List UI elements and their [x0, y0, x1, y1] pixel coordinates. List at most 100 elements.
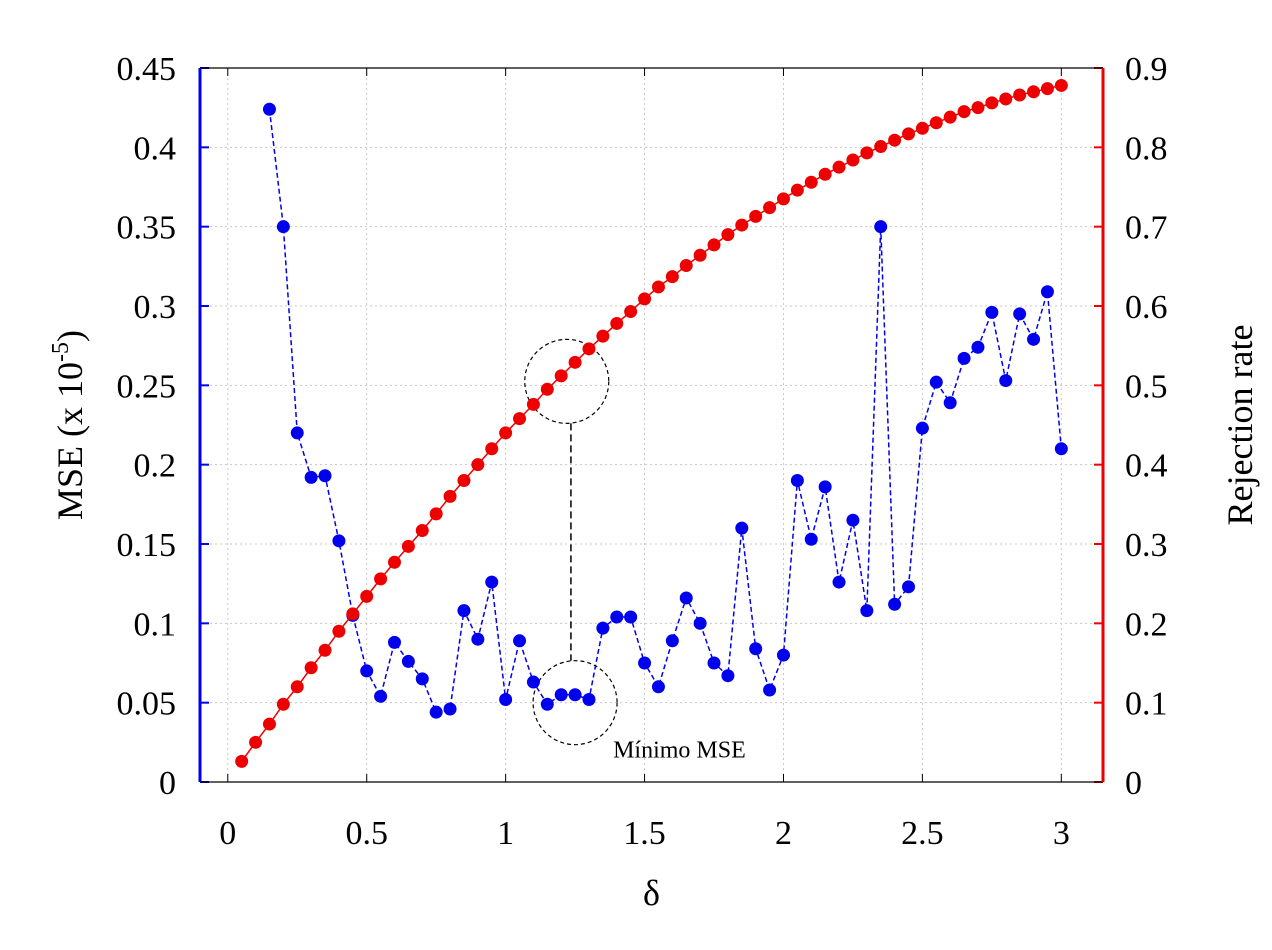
rejection-point [346, 607, 360, 621]
rejection-point [568, 355, 582, 369]
mse-point [860, 604, 874, 618]
mse-point [999, 374, 1013, 388]
rejection-point [985, 96, 999, 110]
rejection-point [332, 624, 346, 638]
y-right-tick-label: 0.2 [1125, 606, 1168, 643]
mse-point [1027, 332, 1041, 346]
mse-point [1040, 285, 1054, 299]
mse-point [513, 634, 527, 648]
rejection-point [387, 555, 401, 569]
series-layer [235, 78, 1068, 768]
mse-point [485, 575, 499, 589]
y-right-tick-label: 0.1 [1125, 686, 1168, 723]
y-axis-left-title-text: MSE (x 10 [50, 362, 90, 520]
mse-point [915, 421, 929, 435]
rejection-point [276, 697, 290, 711]
rejection-point [513, 412, 527, 426]
mse-point [526, 675, 540, 689]
rejection-point [262, 717, 276, 731]
rejection-point [235, 754, 249, 768]
rejection-point [804, 175, 818, 189]
mse-point [804, 532, 818, 546]
mse-point [332, 534, 346, 548]
mse-point [540, 697, 554, 711]
rejection-point [582, 342, 596, 356]
mse-point [276, 220, 290, 234]
y-left-tick-label: 0.15 [117, 527, 177, 564]
minimum-annotation [524, 338, 618, 746]
rejection-point [499, 426, 513, 440]
y-right-tick-label: 0.5 [1125, 368, 1168, 405]
rejection-point [471, 458, 485, 472]
mse-point [929, 375, 943, 389]
rejection-point [360, 589, 374, 603]
rejection-point [540, 382, 554, 396]
tick-labels: 0 0.5 1 1.5 2 2.5 3 0 0.05 0.1 0.15 0.2 0.25 0.3 0.35 0… [117, 51, 1168, 852]
mse-point [888, 597, 902, 611]
mse-point [596, 621, 610, 635]
mse-point [651, 680, 665, 694]
rejection-point [610, 316, 624, 330]
rejection-point [721, 228, 735, 242]
rejection-point [776, 192, 790, 206]
rejection-point [860, 146, 874, 160]
rejection-point [304, 661, 318, 675]
y-right-tick-label: 0.8 [1125, 130, 1168, 167]
rejection-series-line [241, 84, 1062, 762]
y-left-tick-label: 0.35 [117, 210, 177, 247]
mse-point [443, 702, 457, 716]
mse-point [749, 642, 763, 656]
rejection-point [832, 160, 846, 174]
rejection-point [790, 183, 804, 197]
x-tick-label: 2 [775, 815, 792, 852]
rejection-point [763, 201, 777, 215]
mse-point [957, 351, 971, 365]
y-right-tick-label: 0.9 [1125, 51, 1168, 88]
mse-point [582, 692, 596, 706]
mse-point [818, 480, 832, 494]
rejection-point [457, 474, 471, 488]
mse-point [360, 664, 374, 678]
mse-point [943, 396, 957, 410]
rejection-point [1027, 85, 1041, 99]
rejection-point [624, 305, 638, 319]
rejection-point [915, 121, 929, 135]
mse-point [735, 521, 749, 535]
rejection-point [749, 209, 763, 223]
rejection-point [846, 153, 860, 167]
rejection-point [1054, 78, 1068, 92]
rejection-point [401, 539, 415, 553]
mse-point [846, 513, 860, 527]
mse-point [693, 616, 707, 630]
mse-point [902, 580, 916, 594]
x-tick-label: 1 [497, 815, 514, 852]
mse-point [624, 610, 638, 624]
rejection-point [374, 572, 388, 586]
mse-point [679, 591, 693, 605]
mse-point [610, 610, 624, 624]
mse-point [1054, 442, 1068, 456]
mse-point [776, 648, 790, 662]
y-left-tick-label: 0.2 [134, 448, 177, 485]
rejection-circle [524, 338, 610, 424]
rejection-point [485, 442, 499, 456]
rejection-point [957, 105, 971, 119]
rejection-point [707, 238, 721, 252]
mse-point [318, 469, 332, 483]
mse-point [832, 575, 846, 589]
rejection-point [596, 329, 610, 343]
y-axis-left-title-exponent: -5 [48, 342, 74, 362]
rejection-point [929, 116, 943, 130]
rejection-point [526, 397, 540, 411]
x-tick-label: 0 [219, 815, 236, 852]
rejection-point [415, 524, 429, 538]
y-right-tick-label: 0.3 [1125, 527, 1168, 564]
mse-point [554, 688, 568, 702]
mse-point [387, 635, 401, 649]
rejection-point [679, 259, 693, 273]
y-left-tick-label: 0 [159, 765, 176, 802]
y-right-tick-label: 0.7 [1125, 210, 1168, 247]
rejection-point [290, 680, 304, 694]
mse-point [971, 340, 985, 354]
